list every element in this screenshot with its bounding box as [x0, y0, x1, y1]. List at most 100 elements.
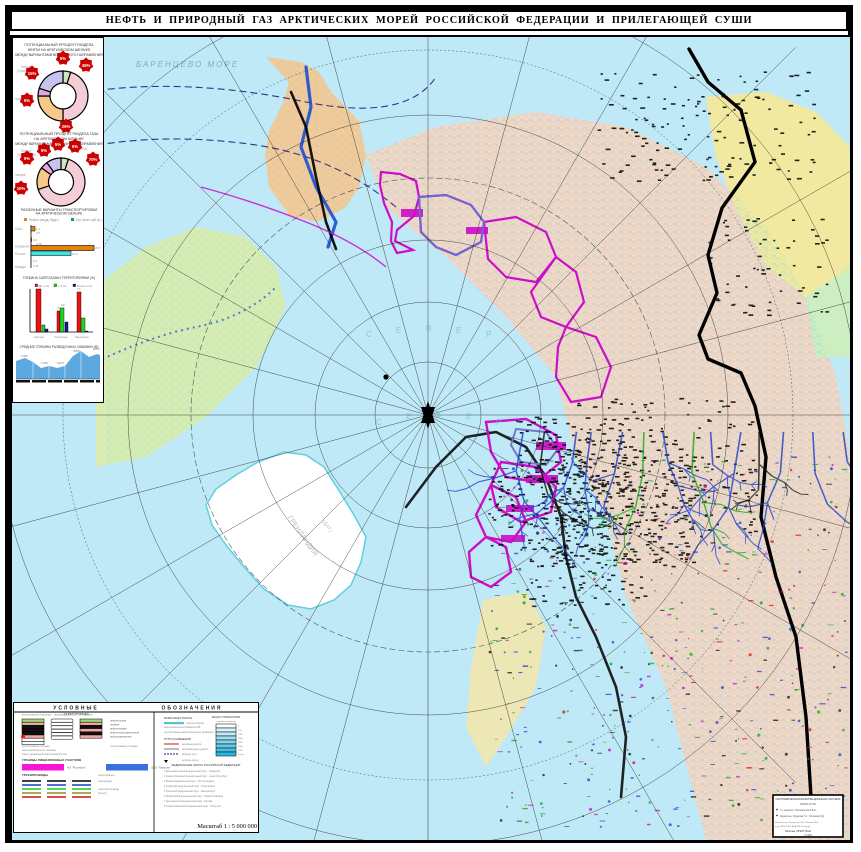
svg-text:нефтегазоносные по сейсмике: нефтегазоносные по сейсмике	[22, 749, 57, 752]
svg-text:7.5: 7.5	[77, 287, 81, 291]
svg-text:ФЕДЕРАЛЬНЫЕ ОКРУГА РОССИЙСКОЙ: ФЕДЕРАЛЬНЫЕ ОКРУГА РОССИЙСКОЙ ФЕДЕРАЦИИ	[172, 763, 241, 767]
svg-text:7 Центральный федеральный окр: 7 Центральный федеральный округ - Москва	[164, 800, 213, 803]
svg-text:5%: 5%	[41, 148, 47, 153]
svg-text:ГРАНИЦЫ ЛИЦЕНЗИОННЫХ УЧАСТКОВ: ГРАНИЦЫ ЛИЦЕНЗИОННЫХ УЧАСТКОВ	[22, 758, 82, 762]
svg-text:17450: 17450	[41, 362, 49, 365]
svg-text:5%: 5%	[24, 98, 30, 103]
svg-text:нефтегазовая: нефтегазовая	[110, 727, 127, 731]
svg-text:3 Южный федеральный округ - Р: 3 Южный федеральный округ - Ростов-на-До…	[164, 780, 215, 783]
svg-text:19870: 19870	[93, 348, 101, 351]
svg-text:БАЗИСНЫЕ ПУНКТЫ: БАЗИСНЫЕ ПУНКТЫ	[164, 716, 193, 720]
svg-text:1 Дальневосточный федеральный: 1 Дальневосточный федеральный округ - Ха…	[164, 770, 221, 773]
svg-text:С: С	[376, 418, 382, 427]
svg-text:5%: 5%	[60, 56, 66, 61]
svg-text:15%: 15%	[28, 71, 37, 76]
svg-text:20500: 20500	[73, 350, 81, 353]
svg-text:США: США	[15, 227, 23, 231]
svg-text:1000: 1000	[238, 734, 244, 736]
svg-text:17320: 17320	[21, 355, 29, 358]
svg-text:25%: 25%	[62, 124, 71, 129]
svg-text:10%: 10%	[17, 186, 26, 191]
svg-text:месторождения нефтяные: месторождения нефтяные	[22, 714, 52, 717]
svg-text:1-3 км: 1-3 км	[58, 284, 66, 288]
svg-text:Р: Р	[486, 330, 491, 339]
svg-text:"НЕФТЬ И ГАЗ": "НЕФТЬ И ГАЗ"	[800, 803, 817, 806]
svg-text:ГЕОГРАФИЧЕСКАЯ ИНФОРМАЦИОННАЯ: ГЕОГРАФИЧЕСКАЯ ИНФОРМАЦИОННАЯ СИСТЕМА	[776, 797, 841, 801]
svg-text:29.7: 29.7	[95, 246, 101, 250]
svg-text:0.14: 0.14	[33, 264, 39, 268]
svg-text:5 Уральский федеральный округ: 5 Уральский федеральный округ - Екатерин…	[164, 790, 216, 793]
svg-text:Гл. редактор : Богоявленский В: Гл. редактор : Богоявленский В.И.	[780, 809, 817, 812]
svg-text:16175: 16175	[57, 362, 65, 365]
svg-text:4 Сибирский федеральный округ: 4 Сибирский федеральный округ - Новосиби…	[164, 785, 216, 788]
svg-text:газонефтяные: газонефтяные	[54, 714, 71, 717]
svg-text:Газ (трлн. куб.ф.): Газ (трлн. куб.ф.)	[76, 218, 102, 222]
svg-text:© 2022: © 2022	[804, 834, 812, 837]
svg-text:В: В	[436, 410, 441, 419]
svg-text:5%: 5%	[24, 156, 30, 161]
svg-text:2000: 2000	[238, 738, 244, 740]
svg-text:3000: 3000	[238, 742, 244, 744]
svg-text:6 Приволжский федеральный окр: 6 Приволжский федеральный округ - Нижний…	[164, 795, 224, 798]
svg-text:нефтепроводы: нефтепроводы	[98, 774, 115, 777]
svg-text:газовая: газовая	[110, 724, 120, 727]
svg-text:5%: 5%	[55, 142, 61, 147]
svg-text:ПОТЕНЦИАЛЬНЫЙ ПРОЦЕНТ РАЗДЕЛА: ПОТЕНЦИАЛЬНЫЙ ПРОЦЕНТ РАЗДЕЛА	[24, 43, 94, 47]
svg-text:2 Северо-Западный федеральный: 2 Северо-Западный федеральный округ - Са…	[164, 775, 227, 778]
svg-text:и др. ИПНГ РАН, ВНИГНИ, Роснед: и др. ИПНГ РАН, ВНИГНИ, Роснедра	[775, 825, 812, 828]
svg-text:морские пути: морские пути	[182, 753, 197, 756]
svg-text:45%: 45%	[82, 63, 91, 68]
svg-text:12.9: 12.9	[72, 252, 78, 256]
svg-text:пункты погрузки: пункты погрузки	[186, 722, 204, 725]
svg-text:нефтегазопроводы: нефтегазопроводы	[98, 788, 119, 791]
svg-text:(проект): (проект)	[98, 792, 107, 795]
svg-text:ШКАЛА ГЛУБИН МОРЯ: ШКАЛА ГЛУБИН МОРЯ	[212, 715, 240, 719]
svg-text:ТРУБОПРОВОДЫ: ТРУБОПРОВОДЫ	[22, 773, 48, 777]
svg-text:С: С	[366, 330, 372, 339]
svg-text:НЕФТИ НА АРКТИЧЕСКОМ ШЕЛЬФЕ: НЕФТИ НА АРКТИЧЕСКОМ ШЕЛЬФЕ	[28, 48, 91, 52]
svg-text:Канада: Канада	[15, 265, 26, 269]
svg-text:зоны с доказанной нефтегазонос: зоны с доказанной нефтегазоносностью	[22, 753, 67, 756]
svg-text:газоконденсатная: газоконденсатная	[110, 736, 132, 739]
svg-text:Баренцево: Баренцево	[75, 335, 89, 339]
svg-text:нефтеносная: нефтеносная	[110, 719, 127, 723]
svg-text:АО "Роснефть": АО "Роснефть"	[67, 766, 87, 770]
svg-text:Норвегия: Норвегия	[15, 245, 29, 249]
svg-text:8.5: 8.5	[37, 284, 41, 288]
svg-text:автомобильные дороги: автомобильные дороги	[182, 748, 209, 751]
svg-text:морские порты: морские порты	[182, 759, 199, 762]
svg-text:В: В	[426, 324, 431, 333]
svg-text:Е: Е	[396, 326, 401, 335]
svg-text:(глубина в метрах): (глубина в метрах)	[216, 721, 235, 723]
svg-text:0.5: 0.5	[36, 231, 40, 235]
svg-text:ГЛУБИНА САЙТОЛАЗКИ ТЕРРИТОРИЯМ: ГЛУБИНА САЙТОЛАЗКИ ТЕРРИТОРИЯМИ (%)	[23, 276, 95, 280]
svg-text:Масштаб 1 : 5 000 000: Масштаб 1 : 5 000 000	[197, 823, 257, 830]
svg-text:Исполнители: Панкратов Ю.А., Т: Исполнители: Панкратов Ю.А., Тимонин М.Н…	[775, 821, 819, 824]
svg-text:Москва, ИПНГ РАН: Москва, ИПНГ РАН	[785, 829, 812, 833]
svg-text:ПУТИ СООБЩЕНИЯ: ПУТИ СООБЩЕНИЯ	[164, 737, 191, 741]
svg-text:газовые: газовые	[84, 714, 94, 717]
svg-text:Россия: Россия	[15, 252, 26, 256]
svg-text:8 Северо-Кавказский федеральн: 8 Северо-Кавказский федеральный округ - …	[164, 805, 222, 808]
svg-text:5%: 5%	[72, 144, 78, 149]
svg-text:0.3: 0.3	[33, 259, 37, 263]
svg-text:Е: Е	[456, 326, 461, 335]
svg-text:Редакторы : Будагова Т.А., Пол: Редакторы : Будагова Т.А., Полякова И.Д.	[780, 815, 825, 818]
svg-text:5.8: 5.8	[61, 303, 65, 307]
svg-text:Е: Е	[466, 412, 471, 421]
svg-text:Нефть (млрд. барр.): Нефть (млрд. барр.)	[29, 218, 59, 222]
svg-text:железные дороги: железные дороги	[182, 743, 202, 746]
svg-text:Variant: Variant	[15, 173, 26, 177]
svg-text:УСЛОВНЫЕ: УСЛОВНЫЕ	[53, 706, 98, 712]
svg-text:70%: 70%	[89, 157, 98, 162]
svg-text:нефтегазоконденсатная: нефтегазоконденсатная	[110, 731, 140, 735]
svg-text:перспективные площади: перспективные площади	[110, 745, 138, 748]
svg-text:Печорское: Печорское	[54, 335, 68, 339]
svg-text:перспективные нефтегазоносные: перспективные нефтегазоносные провинции	[164, 731, 215, 734]
svg-text:Р: Р	[496, 418, 501, 427]
svg-text:нефтегазоносные провинции РФ: нефтегазоносные провинции РФ	[164, 726, 201, 729]
svg-text:5000: 5000	[238, 750, 244, 752]
svg-text:перспективные площади: перспективные площади	[22, 745, 50, 748]
svg-text:более: более	[238, 754, 245, 756]
svg-text:газопроводы: газопроводы	[98, 780, 112, 783]
